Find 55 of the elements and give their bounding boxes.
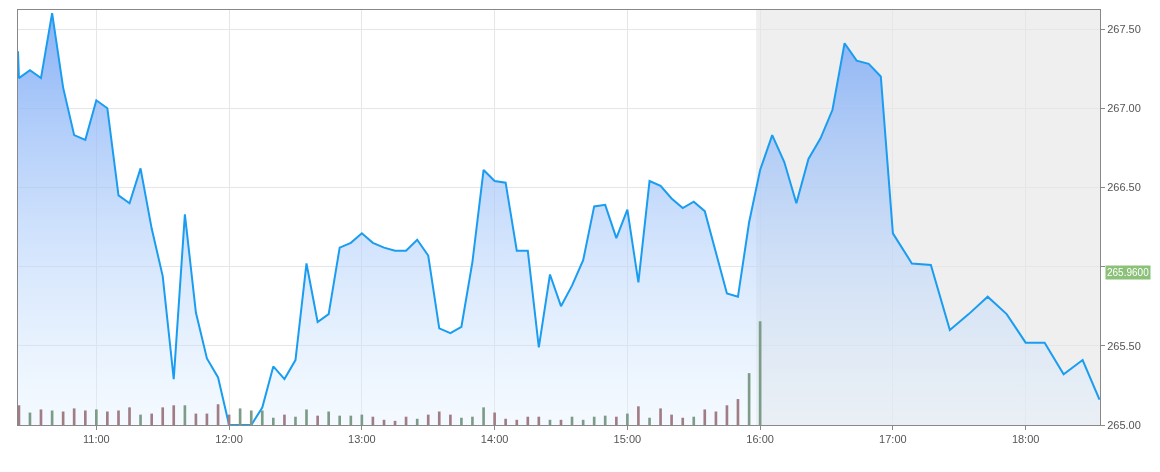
x-tick-label: 17:00: [879, 433, 907, 446]
bar: [283, 414, 286, 425]
x-tick-label: 13:00: [348, 433, 376, 446]
bar: [128, 407, 131, 425]
bar: [95, 409, 98, 425]
x-tick-label: 12:00: [215, 433, 243, 446]
bar: [615, 416, 618, 425]
bar: [161, 407, 165, 425]
bar: [139, 414, 142, 425]
x-tick-label: 18:00: [1011, 433, 1040, 446]
bar: [117, 410, 120, 425]
bar: [648, 417, 651, 425]
bar: [526, 416, 530, 425]
bar: [504, 418, 507, 425]
bar: [592, 416, 596, 425]
bar: [537, 416, 541, 425]
bar: [692, 416, 696, 425]
bar: [637, 406, 640, 425]
bar: [437, 411, 441, 425]
bar: [327, 411, 330, 425]
bar: [482, 407, 485, 425]
bar: [659, 408, 662, 425]
x-tick-label: 15:00: [613, 433, 642, 446]
bar: [626, 413, 629, 425]
x-tick-label: 16:00: [746, 433, 774, 446]
bar: [426, 414, 430, 425]
bar: [415, 418, 419, 425]
bar: [249, 410, 253, 425]
bar: [294, 416, 297, 425]
bar: [172, 405, 176, 425]
bar: [260, 410, 264, 425]
bar: [449, 414, 452, 425]
bar: [603, 415, 607, 425]
y-tick-label: 265.50: [1107, 339, 1141, 352]
y-tick-label: 267.00: [1107, 102, 1141, 115]
bar: [316, 415, 319, 425]
bar: [106, 411, 109, 425]
bar: [515, 419, 519, 425]
x-tick-label: 11:00: [82, 433, 110, 446]
bar: [670, 414, 673, 425]
bar: [460, 417, 463, 425]
y-tick-label: 266.50: [1107, 181, 1141, 194]
bar: [681, 417, 685, 425]
bar: [271, 417, 275, 425]
annotation: 265.9600: [1107, 267, 1150, 278]
bar: [83, 410, 87, 425]
bar: [305, 409, 308, 425]
y-tick-label: 265.00: [1107, 418, 1141, 431]
bar: [338, 415, 342, 425]
bar: [150, 413, 154, 425]
bar: [703, 409, 707, 425]
bar: [493, 412, 496, 425]
x-tick-label: 14:00: [480, 433, 509, 446]
bar: [471, 416, 474, 425]
y-tick-label: 267.50: [1107, 22, 1141, 35]
